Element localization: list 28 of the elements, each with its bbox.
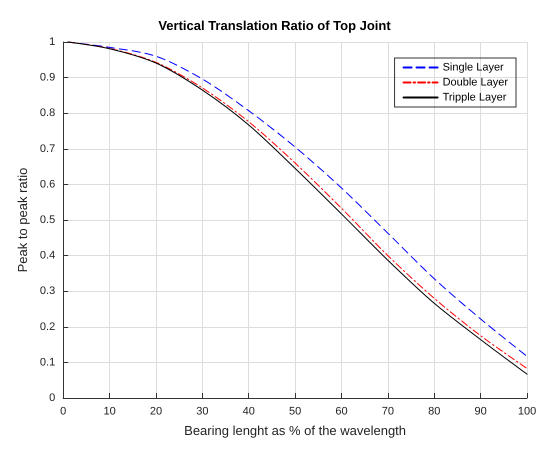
y-tick-label: 0 — [49, 392, 56, 404]
y-tick-label: 0.9 — [40, 72, 56, 84]
chart-title: Vertical Translation Ratio of Top Joint — [158, 18, 392, 33]
x-tick-label: 60 — [335, 406, 348, 418]
x-tick-label: 100 — [518, 406, 536, 418]
legend-label: Tripple Layer — [442, 92, 507, 104]
y-tick-label: 1 — [49, 36, 56, 48]
legend-label: Double Layer — [442, 76, 508, 88]
y-tick-label: 0.6 — [40, 178, 56, 190]
x-tick-label: 40 — [242, 406, 255, 418]
y-tick-label: 0.5 — [40, 214, 56, 226]
x-tick-label: 50 — [288, 406, 302, 418]
y-tick-label: 0.7 — [40, 142, 56, 155]
x-tick-label: 0 — [60, 406, 66, 418]
x-tick-label: 30 — [196, 406, 208, 418]
y-tick-label: 0.1 — [40, 356, 56, 368]
y-tick-label: 0.2 — [40, 320, 56, 333]
y-tick-label: 0.8 — [40, 107, 56, 120]
y-tick-label: 0.3 — [40, 285, 56, 298]
x-tick-label: 10 — [103, 406, 116, 418]
x-tick-label: 80 — [428, 406, 440, 418]
x-axis-title: Bearing lenght as % of the wavelength — [184, 423, 406, 438]
x-tick-label: 70 — [382, 406, 394, 418]
x-tick-label: 90 — [474, 406, 487, 418]
y-tick-label: 0.4 — [40, 250, 56, 262]
y-axis-title: Peak to peak ratio — [15, 168, 30, 272]
x-tick-label: 20 — [150, 406, 162, 418]
legend-label: Single Layer — [442, 62, 504, 74]
